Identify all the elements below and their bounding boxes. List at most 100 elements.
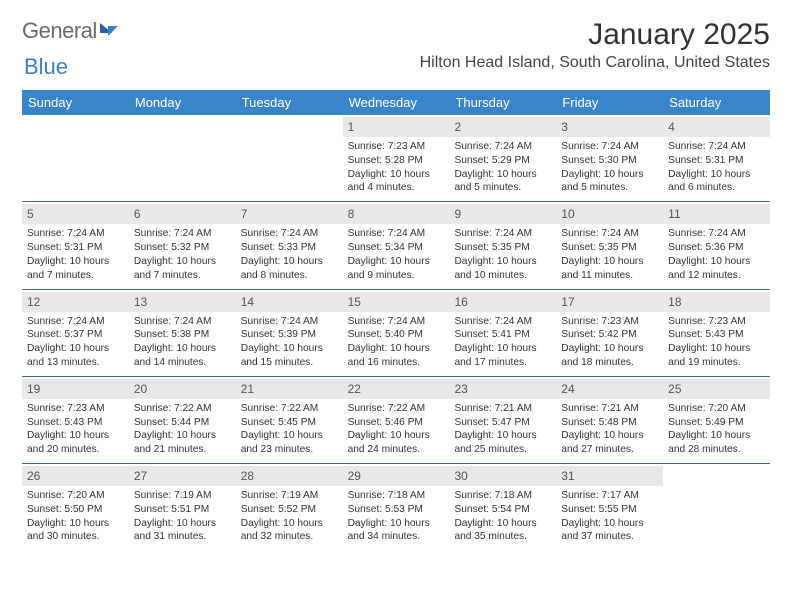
day-cell: 16 Sunrise: 7:24 AMSunset: 5:41 PMDayligh… xyxy=(449,290,556,377)
day-cell: 28 Sunrise: 7:19 AMSunset: 5:52 PMDayligh… xyxy=(236,464,343,550)
week-row: 1 Sunrise: 7:23 AMSunset: 5:28 PMDaylight… xyxy=(22,115,770,202)
day-text: Sunrise: 7:19 AMSunset: 5:52 PMDaylight:… xyxy=(240,489,339,544)
day-number: 2 xyxy=(449,117,556,137)
day-text: Sunrise: 7:24 AMSunset: 5:38 PMDaylight:… xyxy=(133,315,232,370)
day-number: 15 xyxy=(343,292,450,312)
weekday-header: Monday xyxy=(129,90,236,115)
day-text: Sunrise: 7:23 AMSunset: 5:28 PMDaylight:… xyxy=(347,140,446,195)
day-number: 21 xyxy=(236,379,343,399)
day-cell: 9 Sunrise: 7:24 AMSunset: 5:35 PMDaylight… xyxy=(449,202,556,289)
day-cell: 24Sunrise: 7:21 AMSunset: 5:48 PMDayligh… xyxy=(556,377,663,464)
day-number: 22 xyxy=(343,379,450,399)
day-cell: 5 Sunrise: 7:24 AMSunset: 5:31 PMDaylight… xyxy=(22,202,129,289)
day-number: 6 xyxy=(129,204,236,224)
day-text: Sunrise: 7:21 AMSunset: 5:47 PMDaylight:… xyxy=(453,402,552,457)
day-cell: 3 Sunrise: 7:24 AMSunset: 5:30 PMDaylight… xyxy=(556,115,663,202)
day-cell: 10 Sunrise: 7:24 AMSunset: 5:35 PMDayligh… xyxy=(556,202,663,289)
calendar: Sunday Monday Tuesday Wednesday Thursday… xyxy=(22,90,770,550)
day-text: Sunrise: 7:22 AMSunset: 5:45 PMDaylight:… xyxy=(240,402,339,457)
day-number: 8 xyxy=(343,204,450,224)
day-number: 14 xyxy=(236,292,343,312)
day-text: Sunrise: 7:21 AMSunset: 5:48 PMDaylight:… xyxy=(560,402,659,457)
day-text: Sunrise: 7:23 AMSunset: 5:43 PMDaylight:… xyxy=(667,315,766,370)
day-text: Sunrise: 7:20 AMSunset: 5:50 PMDaylight:… xyxy=(26,489,125,544)
day-number: 16 xyxy=(449,292,556,312)
day-number: 1 xyxy=(343,117,450,137)
weeks-container: 1 Sunrise: 7:23 AMSunset: 5:28 PMDaylight… xyxy=(22,115,770,550)
weekday-header: Wednesday xyxy=(343,90,450,115)
day-number: 18 xyxy=(663,292,770,312)
day-cell: 12Sunrise: 7:24 AMSunset: 5:37 PMDayligh… xyxy=(22,290,129,377)
weekday-header: Saturday xyxy=(663,90,770,115)
day-text: Sunrise: 7:24 AMSunset: 5:40 PMDaylight:… xyxy=(347,315,446,370)
day-number: 3 xyxy=(556,117,663,137)
day-text: Sunrise: 7:20 AMSunset: 5:49 PMDaylight:… xyxy=(667,402,766,457)
day-text: Sunrise: 7:17 AMSunset: 5:55 PMDaylight:… xyxy=(560,489,659,544)
day-cell: 2 Sunrise: 7:24 AMSunset: 5:29 PMDaylight… xyxy=(449,115,556,202)
day-number: 4 xyxy=(663,117,770,137)
title-block: January 2025 Hilton Head Island, South C… xyxy=(420,18,770,72)
day-number: 11 xyxy=(663,204,770,224)
day-cell: 15 Sunrise: 7:24 AMSunset: 5:40 PMDayligh… xyxy=(343,290,450,377)
day-text: Sunrise: 7:24 AMSunset: 5:35 PMDaylight:… xyxy=(560,227,659,282)
day-cell: 29Sunrise: 7:18 AMSunset: 5:53 PMDayligh… xyxy=(343,464,450,550)
day-cell: 11Sunrise: 7:24 AMSunset: 5:36 PMDayligh… xyxy=(663,202,770,289)
day-text: Sunrise: 7:24 AMSunset: 5:32 PMDaylight:… xyxy=(133,227,232,282)
day-cell: 26 Sunrise: 7:20 AMSunset: 5:50 PMDayligh… xyxy=(22,464,129,550)
day-number: 10 xyxy=(556,204,663,224)
location: Hilton Head Island, South Carolina, Unit… xyxy=(420,54,770,72)
day-text: Sunrise: 7:23 AMSunset: 5:42 PMDaylight:… xyxy=(560,315,659,370)
weekday-header: Tuesday xyxy=(236,90,343,115)
day-number: 28 xyxy=(236,466,343,486)
day-number: 30 xyxy=(449,466,556,486)
logo-sail-icon-2 xyxy=(108,26,118,36)
weekday-header-row: Sunday Monday Tuesday Wednesday Thursday… xyxy=(22,90,770,115)
day-cell: 19Sunrise: 7:23 AMSunset: 5:43 PMDayligh… xyxy=(22,377,129,464)
weekday-header: Friday xyxy=(556,90,663,115)
day-number: 23 xyxy=(449,379,556,399)
day-number: 29 xyxy=(343,466,450,486)
day-text: Sunrise: 7:22 AMSunset: 5:46 PMDaylight:… xyxy=(347,402,446,457)
day-text: Sunrise: 7:24 AMSunset: 5:35 PMDaylight:… xyxy=(453,227,552,282)
day-cell: 23 Sunrise: 7:21 AMSunset: 5:47 PMDayligh… xyxy=(449,377,556,464)
day-cell: 31 Sunrise: 7:17 AMSunset: 5:55 PMDayligh… xyxy=(556,464,663,550)
day-number: 7 xyxy=(236,204,343,224)
day-number: 26 xyxy=(22,466,129,486)
week-row: 26 Sunrise: 7:20 AMSunset: 5:50 PMDayligh… xyxy=(22,464,770,550)
day-text: Sunrise: 7:19 AMSunset: 5:51 PMDaylight:… xyxy=(133,489,232,544)
day-text: Sunrise: 7:24 AMSunset: 5:31 PMDaylight:… xyxy=(26,227,125,282)
day-cell: 30 Sunrise: 7:18 AMSunset: 5:54 PMDayligh… xyxy=(449,464,556,550)
day-cell: 25 Sunrise: 7:20 AMSunset: 5:49 PMDayligh… xyxy=(663,377,770,464)
day-number: 31 xyxy=(556,466,663,486)
day-text: Sunrise: 7:24 AMSunset: 5:30 PMDaylight:… xyxy=(560,140,659,195)
week-row: 19Sunrise: 7:23 AMSunset: 5:43 PMDayligh… xyxy=(22,377,770,464)
day-number: 17 xyxy=(556,292,663,312)
day-text: Sunrise: 7:24 AMSunset: 5:34 PMDaylight:… xyxy=(347,227,446,282)
logo-word1: General xyxy=(22,18,97,44)
day-cell: 22 Sunrise: 7:22 AMSunset: 5:46 PMDayligh… xyxy=(343,377,450,464)
weekday-header: Thursday xyxy=(449,90,556,115)
logo-word2: Blue xyxy=(24,54,68,79)
day-text: Sunrise: 7:18 AMSunset: 5:54 PMDaylight:… xyxy=(453,489,552,544)
day-cell: 27 Sunrise: 7:19 AMSunset: 5:51 PMDayligh… xyxy=(129,464,236,550)
day-number: 5 xyxy=(22,204,129,224)
day-number: 25 xyxy=(663,379,770,399)
day-text: Sunrise: 7:24 AMSunset: 5:31 PMDaylight:… xyxy=(667,140,766,195)
day-text: Sunrise: 7:24 AMSunset: 5:39 PMDaylight:… xyxy=(240,315,339,370)
day-cell: 4 Sunrise: 7:24 AMSunset: 5:31 PMDaylight… xyxy=(663,115,770,202)
day-text: Sunrise: 7:24 AMSunset: 5:29 PMDaylight:… xyxy=(453,140,552,195)
day-number: 12 xyxy=(22,292,129,312)
week-row: 5 Sunrise: 7:24 AMSunset: 5:31 PMDaylight… xyxy=(22,202,770,289)
day-cell: 14 Sunrise: 7:24 AMSunset: 5:39 PMDayligh… xyxy=(236,290,343,377)
logo: General xyxy=(22,18,118,44)
day-number: 9 xyxy=(449,204,556,224)
week-row: 12Sunrise: 7:24 AMSunset: 5:37 PMDayligh… xyxy=(22,290,770,377)
day-cell: 17 Sunrise: 7:23 AMSunset: 5:42 PMDayligh… xyxy=(556,290,663,377)
day-number: 13 xyxy=(129,292,236,312)
day-cell xyxy=(129,115,236,202)
day-cell xyxy=(236,115,343,202)
day-number: 27 xyxy=(129,466,236,486)
day-number: 20 xyxy=(129,379,236,399)
day-cell xyxy=(22,115,129,202)
day-text: Sunrise: 7:24 AMSunset: 5:41 PMDaylight:… xyxy=(453,315,552,370)
